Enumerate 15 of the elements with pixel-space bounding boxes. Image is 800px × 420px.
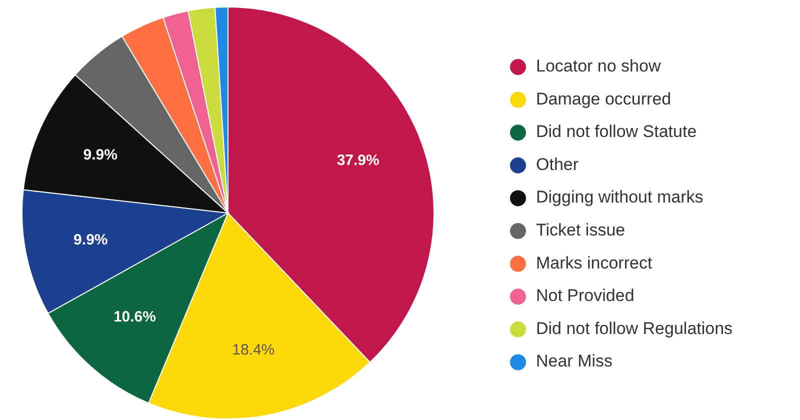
legend-label: Damage occurred bbox=[536, 89, 672, 108]
data-label: 9.9% bbox=[74, 232, 108, 249]
legend-label: Digging without marks bbox=[536, 188, 704, 207]
legend-label: Ticket issue bbox=[536, 220, 626, 240]
legend-label: Locator no show bbox=[536, 56, 662, 76]
data-label: 18.4% bbox=[232, 342, 275, 359]
legend-label: Marks incorrect bbox=[536, 253, 652, 272]
data-label: 10.6% bbox=[113, 308, 156, 326]
data-label: 9.9% bbox=[83, 146, 118, 164]
legend-label: Other bbox=[536, 154, 579, 174]
legend-label: Did not follow Regulations bbox=[536, 318, 733, 338]
legend-label: Did not follow Statute bbox=[536, 122, 697, 142]
legend-label: Not Provided bbox=[536, 286, 634, 306]
data-label: 37.9% bbox=[336, 152, 380, 169]
legend-label: Near Miss bbox=[536, 352, 613, 371]
